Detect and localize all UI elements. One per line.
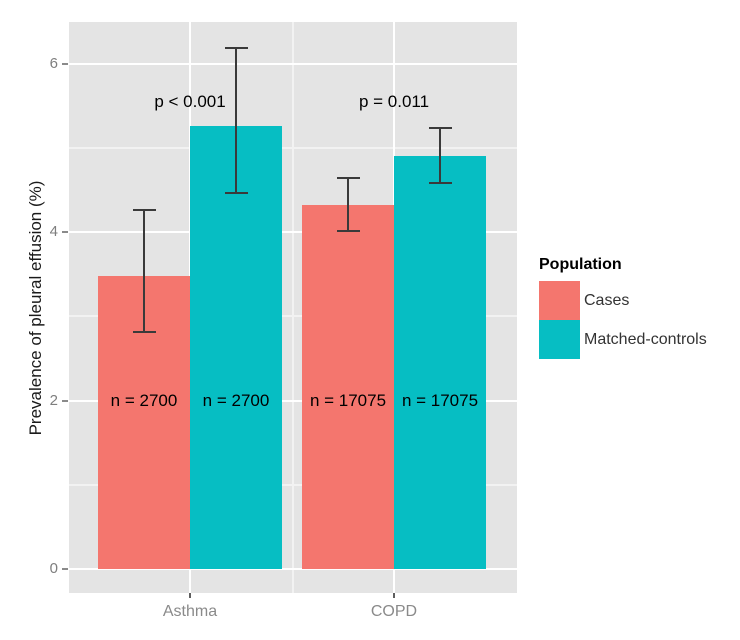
error-bar-cap-bottom — [132, 330, 156, 333]
bar-matched-controls-asthma — [190, 126, 282, 569]
y-axis-title: Prevalence of pleural effusion (%) — [26, 180, 45, 436]
gridline-minor-vertical — [292, 22, 294, 593]
bar-n-label: n = 2700 — [110, 390, 178, 410]
y-axis-tick-label: 0 — [49, 560, 58, 577]
y-axis-tick — [62, 231, 68, 234]
x-axis-tick — [189, 593, 191, 598]
legend: Population Cases Matched-controls — [539, 256, 707, 359]
error-bar-line — [439, 127, 441, 184]
error-bar-cap-bottom — [224, 192, 248, 195]
gridline-major-horizontal — [69, 62, 517, 65]
bar-n-label: n = 17075 — [401, 390, 479, 410]
error-bar-cap-top — [336, 177, 360, 180]
p-value-annotation: p < 0.001 — [154, 91, 226, 111]
error-bar-line — [143, 210, 145, 332]
error-bar-line — [235, 47, 237, 194]
y-axis-tick-label: 4 — [49, 223, 58, 241]
x-axis-category-label: COPD — [370, 603, 418, 620]
legend-label-matched-controls: Matched-controls — [584, 330, 707, 348]
error-bar-cap-bottom — [336, 229, 360, 232]
plot-panel: n = 2700 n = 17075 n = 2700 n = 17075 p < 0.… — [69, 22, 517, 593]
bar-n-label: n = 17075 — [309, 390, 387, 410]
y-axis-tick-label: 6 — [49, 54, 58, 72]
legend-title: Population — [539, 256, 622, 273]
y-axis-tick — [62, 568, 68, 570]
y-axis-tick-label: 2 — [49, 391, 58, 409]
gridline-major-horizontal — [69, 568, 517, 570]
error-bar-cap-top — [224, 46, 248, 49]
x-axis-tick — [393, 593, 395, 598]
bar-matched-controls-copd — [394, 155, 486, 569]
gridline-major-horizontal — [69, 231, 517, 234]
legend-key-matched-controls: Matched-controls — [539, 320, 707, 359]
y-axis-tick — [62, 62, 68, 65]
legend-key-cases: Cases — [539, 281, 707, 320]
error-bar-cap-top — [428, 126, 452, 129]
error-bar-cap-bottom — [428, 182, 452, 185]
legend-swatch-cases-icon — [539, 281, 580, 320]
y-axis-tick — [62, 399, 68, 402]
bar-cases-copd — [302, 205, 394, 569]
gridline-major-horizontal — [69, 399, 517, 402]
p-value-annotation: p = 0.011 — [358, 91, 430, 111]
legend-swatch-matched-controls-icon — [539, 320, 580, 359]
legend-label-cases: Cases — [584, 291, 630, 309]
bar-n-label: n = 2700 — [202, 390, 270, 410]
error-bar-line — [347, 178, 349, 231]
error-bar-cap-top — [132, 209, 156, 212]
x-axis-category-label: Asthma — [162, 603, 218, 620]
